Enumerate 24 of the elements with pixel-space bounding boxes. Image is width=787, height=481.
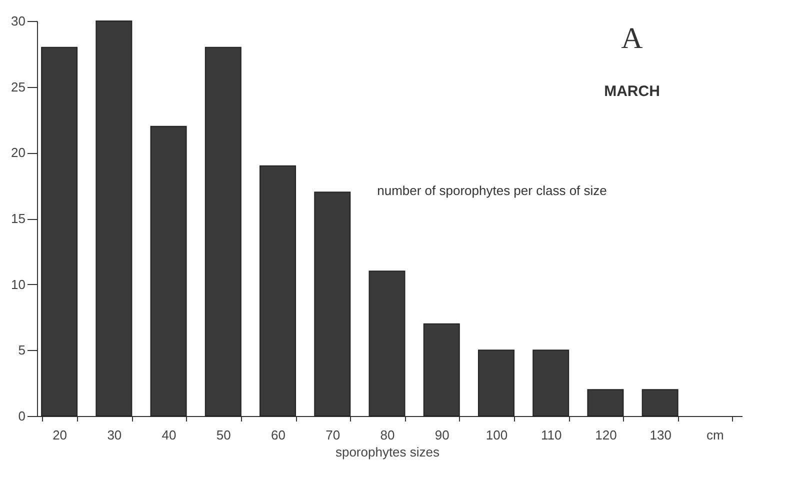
annotation: A [621,22,644,55]
x-tick-label: 40 [162,428,176,442]
x-axis-title: sporophytes sizes [335,444,440,460]
y-tick-label: 15 [11,211,26,226]
x-tick-label: 90 [434,428,450,442]
x-tick-label: 80 [380,428,395,442]
x-tick-label: 110 [540,428,562,442]
x-tick-label: 120 [595,428,617,442]
x-tick-label: cm [706,428,724,442]
x-tick-label: 60 [271,428,286,442]
x-tick-label: 30 [107,428,122,442]
x-tick-label: 50 [216,428,231,442]
y-tick-label: 30 [11,14,26,28]
x-tick-label: 70 [326,428,340,442]
x-tick-label: 100 [486,428,508,442]
x-tick-label: 130 [650,428,672,442]
y-tick-label: 25 [11,79,26,94]
annotation: MARCH [604,83,660,100]
y-tick-label: 0 [18,408,26,424]
annotation: number of sporophytes per class of size [377,183,607,198]
x-tick-label: 20 [52,428,68,442]
y-tick-label: 10 [11,276,26,292]
y-tick-label: 20 [11,145,26,160]
y-tick-label: 5 [18,342,26,358]
